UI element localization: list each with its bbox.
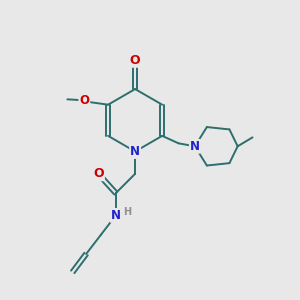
Text: N: N bbox=[190, 140, 200, 153]
Text: H: H bbox=[123, 207, 131, 218]
Text: O: O bbox=[130, 54, 140, 67]
Text: N: N bbox=[130, 145, 140, 158]
Text: O: O bbox=[93, 167, 104, 180]
Text: O: O bbox=[79, 94, 89, 107]
Text: N: N bbox=[111, 209, 121, 222]
